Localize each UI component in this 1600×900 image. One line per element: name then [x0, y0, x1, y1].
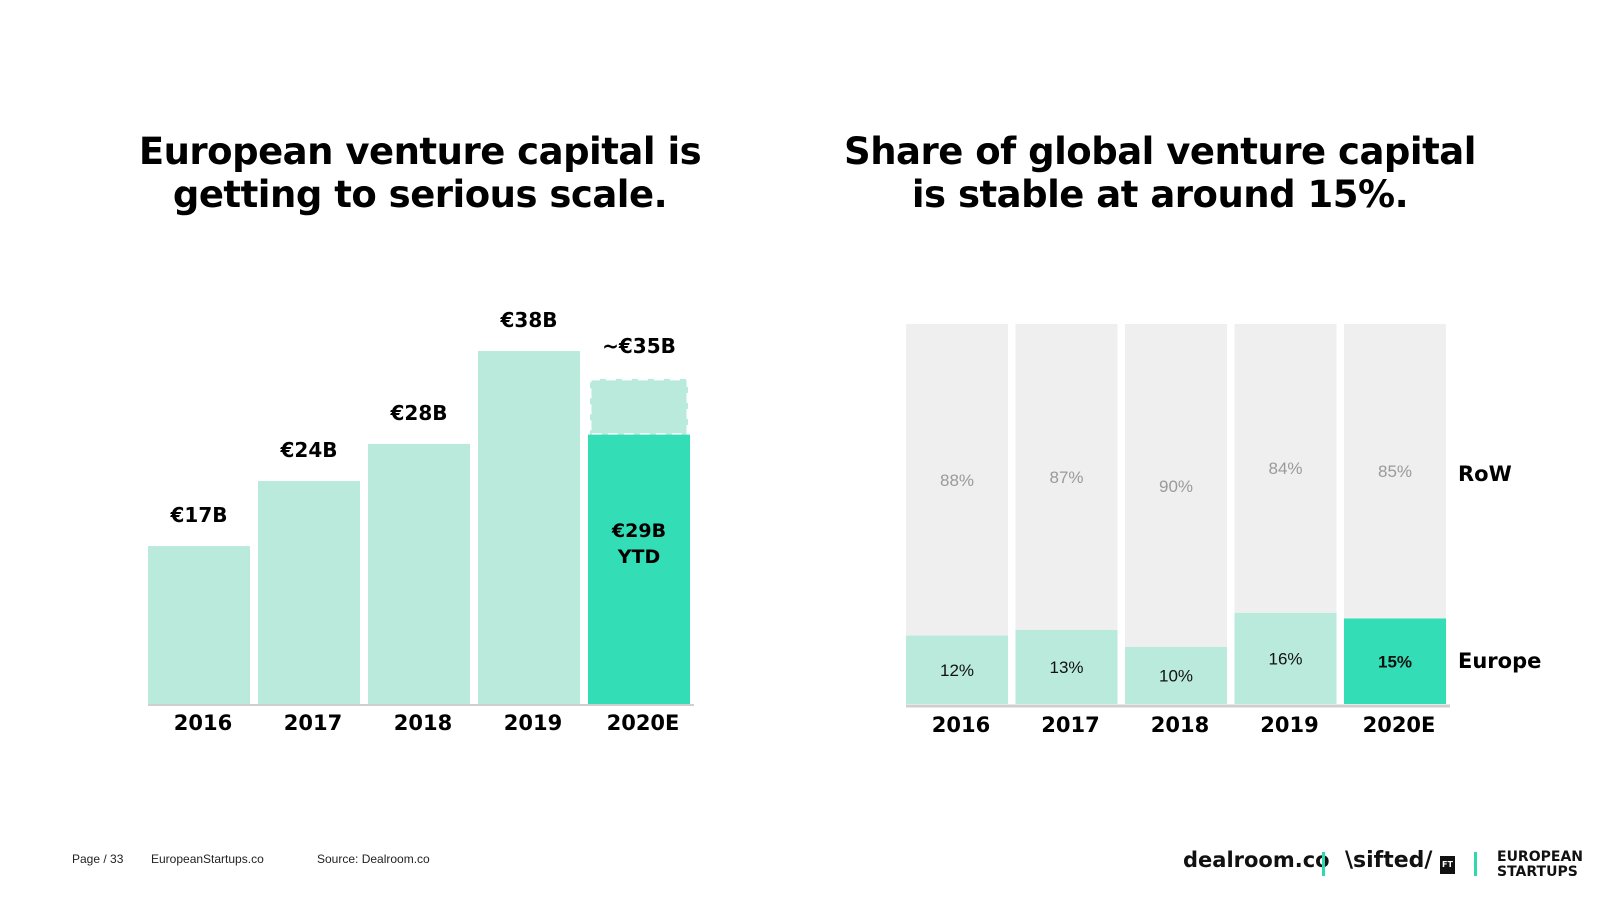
- europe-data-label: 13%: [1049, 658, 1083, 677]
- logo-separator: [1322, 852, 1325, 876]
- left-chart-title: European venture capital is getting to s…: [138, 130, 702, 216]
- bar: [258, 481, 360, 704]
- row-segment: [906, 324, 1008, 636]
- x-tick-label: 2018: [1151, 713, 1209, 737]
- data-label: €29B: [611, 520, 666, 542]
- europe-segment: [906, 635, 1008, 704]
- europe-data-label: 12%: [940, 661, 974, 680]
- data-label: €24B: [280, 438, 338, 462]
- legend-europe: Europe: [1458, 649, 1541, 673]
- row-segment: [1344, 324, 1446, 619]
- x-tick-label: 2019: [1260, 713, 1318, 737]
- dealroom-logo: dealroom.co: [1183, 848, 1330, 872]
- europe-data-label: 16%: [1268, 649, 1302, 668]
- x-tick-label: 2016: [174, 711, 232, 735]
- x-tick-label: 2020E: [607, 711, 680, 735]
- logo-separator: [1474, 852, 1477, 876]
- x-tick-label: 2017: [1041, 713, 1099, 737]
- row-segment: [1234, 324, 1337, 613]
- data-label: YTD: [617, 546, 661, 568]
- bar: [588, 434, 690, 704]
- europe-segment: [1344, 618, 1446, 704]
- x-tick-label: 2018: [394, 711, 452, 735]
- projection-label: ~€35B: [602, 334, 676, 358]
- europe-segment: [1125, 647, 1227, 704]
- row-data-label: 84%: [1268, 459, 1302, 478]
- data-label: €28B: [390, 401, 448, 425]
- data-label: €17B: [170, 503, 228, 527]
- row-data-label: 85%: [1378, 462, 1412, 481]
- sifted-logo: \sifted/: [1345, 848, 1433, 873]
- ft-logo: FT: [1440, 856, 1455, 874]
- row-segment: [1015, 324, 1118, 630]
- x-tick-label: 2017: [284, 711, 342, 735]
- europe-segment: [1015, 629, 1118, 704]
- source-note: Source: Dealroom.co: [317, 852, 430, 866]
- legend-row: RoW: [1458, 462, 1512, 486]
- row-data-label: 88%: [940, 471, 974, 490]
- projection-bar: [588, 377, 690, 437]
- row-data-label: 87%: [1049, 468, 1083, 487]
- bar: [478, 351, 580, 704]
- x-tick-label: 2020E: [1363, 713, 1436, 737]
- page-number: Page / 33: [72, 852, 124, 866]
- bar: [148, 546, 250, 704]
- x-tick-label: 2019: [504, 711, 562, 735]
- row-segment: [1125, 324, 1227, 647]
- europe-segment: [1234, 612, 1337, 704]
- x-tick-label: 2016: [932, 713, 990, 737]
- site-link[interactable]: EuropeanStartups.co: [151, 852, 264, 866]
- bar: [368, 443, 470, 704]
- right-chart-title: Share of global venture capital is stabl…: [844, 130, 1476, 216]
- data-label: €38B: [500, 308, 558, 332]
- europe-data-label: 15%: [1378, 652, 1412, 671]
- european-startups-logo-line1: EUROPEAN: [1497, 849, 1583, 865]
- european-startups-logo: EUROPEAN STARTUPS: [1497, 850, 1583, 880]
- row-data-label: 90%: [1159, 477, 1193, 496]
- europe-data-label: 10%: [1159, 667, 1193, 686]
- european-startups-logo-line2: STARTUPS: [1497, 864, 1578, 880]
